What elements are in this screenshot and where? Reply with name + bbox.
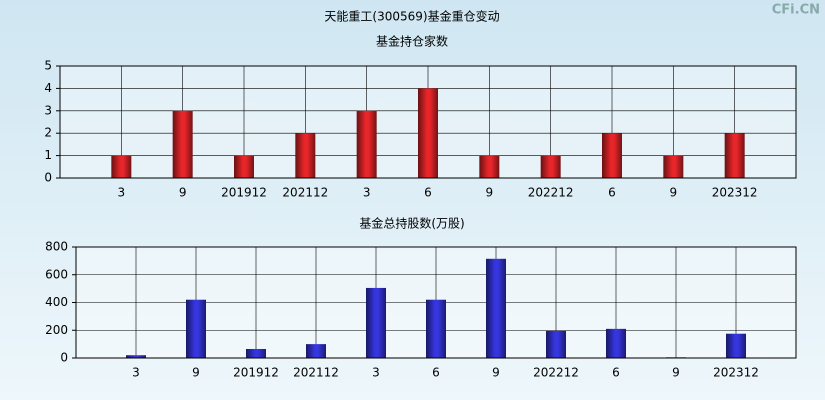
bar [602,133,622,178]
bar [546,330,566,358]
bar [172,110,193,178]
bar [486,258,506,358]
bar [418,88,438,178]
bar [186,299,206,358]
plot-border [59,65,797,179]
x-tick-label: 3 [372,366,380,380]
bar [295,133,316,178]
bar [111,155,132,178]
x-tick-label: 6 [608,186,616,200]
chart-title: 基金持仓家数 [376,34,448,49]
bar [306,344,326,358]
bar [663,155,684,178]
bar [726,333,746,358]
x-tick-label: 9 [179,186,187,200]
x-tick-label: 9 [670,186,678,200]
bar [724,133,745,178]
chart-title: 基金总持股数(万股) [359,216,464,231]
plot-border [75,246,797,359]
y-tick-label: 5 [44,59,52,73]
y-tick-label: 4 [44,81,52,95]
bar [126,355,146,358]
x-tick-label: 202112 [293,366,339,380]
watermark: CFi.CN [772,3,820,18]
bar [246,348,266,358]
x-tick-label: 202312 [712,186,758,200]
x-tick-label: 202212 [533,366,579,380]
x-tick-label: 9 [192,366,200,380]
bar [234,155,254,178]
x-tick-label: 201912 [233,366,279,380]
bar [366,287,386,358]
y-tick-label: 600 [45,267,68,281]
x-tick-label: 6 [424,186,432,200]
x-tick-label: 9 [672,366,680,380]
y-tick-label: 1 [44,148,52,162]
bar [479,155,500,178]
page-title: 天能重工(300569)基金重仓变动 [324,9,499,24]
bar [540,155,561,178]
y-tick-label: 0 [44,171,52,185]
x-tick-label: 3 [363,186,371,200]
x-tick-label: 202312 [713,366,759,380]
x-tick-label: 202212 [528,186,574,200]
x-tick-label: 201912 [221,186,267,200]
x-tick-label: 3 [132,366,140,380]
bar [356,110,377,178]
x-tick-label: 202112 [282,186,328,200]
x-tick-label: 6 [612,366,620,380]
x-tick-label: 6 [432,366,440,380]
y-tick-label: 0 [60,351,68,365]
x-tick-label: 3 [118,186,126,200]
y-tick-label: 2 [44,126,52,140]
y-tick-label: 400 [45,295,68,309]
y-tick-label: 800 [45,240,68,254]
y-tick-label: 200 [45,323,68,337]
bar [426,299,446,358]
y-tick-label: 3 [44,103,52,117]
x-tick-label: 9 [486,186,494,200]
bar [606,328,626,358]
x-tick-label: 9 [492,366,500,380]
